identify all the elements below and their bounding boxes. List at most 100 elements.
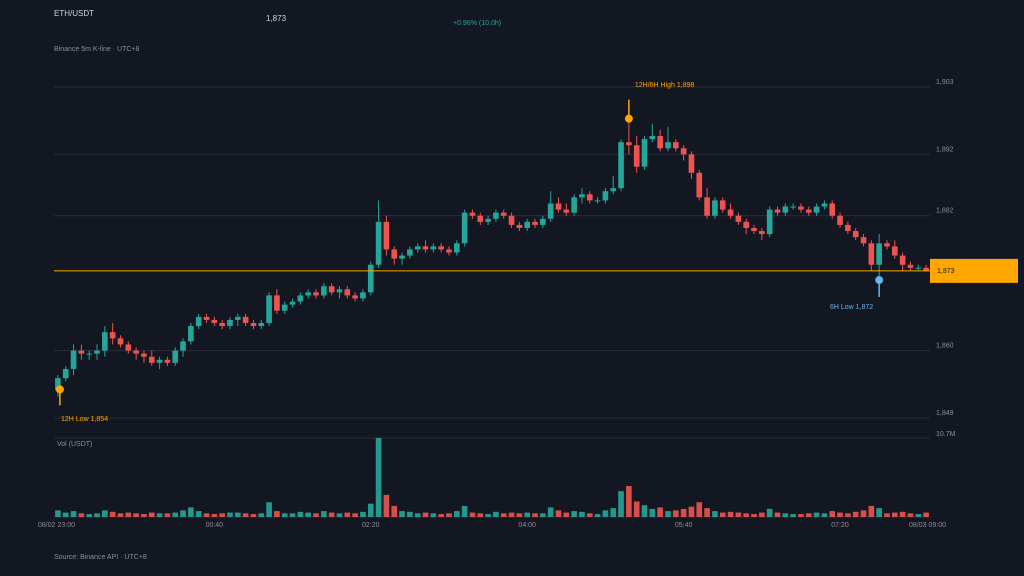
candle-body (579, 194, 585, 198)
candle-body (266, 295, 272, 323)
volume-bar (586, 513, 593, 517)
volume-bar (805, 513, 812, 517)
candle-body (414, 246, 421, 250)
volume-bar (540, 513, 546, 517)
price-tick-label: 1,903 (936, 79, 954, 86)
volume-bar (117, 513, 124, 517)
volume-bar (852, 511, 859, 517)
candle-body (203, 316, 210, 320)
candle-body (829, 203, 836, 216)
candle-body (258, 322, 265, 327)
candle-body (704, 197, 710, 216)
candle-body (274, 295, 280, 311)
volume-bar (719, 512, 726, 517)
candle-body (813, 206, 820, 213)
volume-bar (313, 513, 319, 517)
volume-bar (712, 511, 718, 517)
volume-bar (680, 508, 687, 517)
volume-bar (344, 512, 351, 517)
price-tick-label: 1,860 (936, 343, 954, 350)
volume-bar (516, 513, 523, 517)
candle-body (735, 215, 742, 222)
candle-body (837, 215, 843, 225)
volume-bar (845, 513, 851, 517)
candle-body (672, 142, 679, 149)
candle-body (117, 338, 124, 345)
candle-body (156, 359, 163, 363)
candle-body (242, 316, 249, 323)
candle-body (250, 322, 257, 327)
data-source: Source: Binance API · UTC+8 (54, 554, 147, 561)
volume-bar (407, 511, 413, 517)
volume-bar (751, 514, 757, 517)
volume-bar (78, 513, 85, 517)
candle-body (102, 332, 108, 351)
volume-bar (813, 512, 820, 517)
candle-body (547, 203, 554, 219)
volume-bar (367, 503, 374, 517)
price-tick-label: 1,849 (936, 410, 954, 417)
volume-max-label: 10.7M (936, 431, 956, 438)
volume-bar (696, 502, 703, 517)
volume-bar (782, 513, 789, 517)
volume-bar (923, 512, 929, 517)
volume-bar (633, 501, 640, 517)
candle-body (633, 145, 640, 167)
volume-bar (234, 512, 241, 517)
candles (55, 117, 929, 397)
volume-bar (891, 512, 898, 517)
volume-bar (156, 513, 163, 517)
candle-body (516, 224, 523, 228)
candle-body (55, 378, 61, 391)
candle-body (336, 289, 343, 293)
price-tick-label: 1,882 (936, 208, 954, 215)
volume-bar (665, 511, 671, 517)
candle-body (125, 344, 132, 351)
volume-bar (305, 512, 312, 517)
volume-bar (759, 512, 765, 517)
volume-bar (94, 513, 100, 517)
candle-body (696, 172, 703, 198)
time-tick-label: 08/02 23:00 (38, 522, 75, 529)
volume-bar (62, 512, 69, 517)
volume-bar (860, 510, 867, 517)
volume-bar (579, 511, 585, 517)
volume-bar (274, 511, 280, 517)
candle-body (321, 286, 327, 296)
volume-bar (829, 511, 836, 517)
volume-bar (281, 513, 288, 517)
volume-bar (618, 491, 624, 517)
volume-bars (55, 438, 929, 517)
candle-body (399, 255, 405, 259)
volume-bar (109, 511, 116, 517)
candle-body (594, 200, 601, 202)
volume-bar (250, 514, 257, 517)
candle-body (915, 267, 922, 269)
volume-bar (657, 507, 663, 517)
symbol-title: ETH/USDT (54, 9, 94, 18)
volume-bar (649, 508, 656, 517)
volume-bar (321, 511, 327, 517)
chart-subtitle: Binance 5m K-line · UTC+8 (54, 46, 140, 53)
volume-bar (148, 512, 155, 517)
candle-body (774, 209, 781, 213)
candle-body (665, 142, 671, 149)
volume-bar (242, 513, 249, 517)
volume-bar (352, 513, 358, 517)
volume-bar (743, 513, 750, 517)
volume-bar (195, 511, 202, 517)
candle-body (219, 322, 225, 327)
candle-body (422, 246, 429, 250)
candle-body (586, 194, 593, 201)
volume-bar (188, 507, 194, 517)
candle-body (438, 246, 444, 250)
volume-bar (172, 512, 179, 517)
candle-body (109, 332, 116, 339)
volume-bar (555, 510, 562, 517)
candle-body (391, 249, 398, 259)
last-price: 1,873 (266, 14, 287, 23)
candle-body (907, 264, 914, 268)
time-tick-label: 07:20 (831, 522, 849, 529)
volume-bar (219, 513, 225, 517)
candle-body (281, 304, 288, 311)
